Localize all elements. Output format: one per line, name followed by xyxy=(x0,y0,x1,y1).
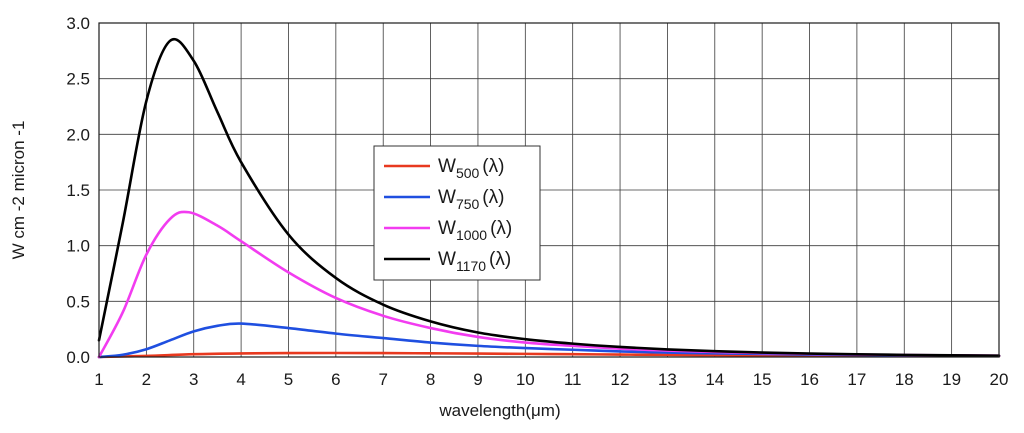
x-tick-label: 5 xyxy=(284,370,293,389)
y-tick-label: 3.0 xyxy=(66,14,90,33)
legend-box xyxy=(373,145,541,281)
x-tick-label: 14 xyxy=(705,370,724,389)
series-lines xyxy=(97,37,1001,359)
x-tick-label: 12 xyxy=(611,370,630,389)
y-tick-label: 2.0 xyxy=(66,125,90,144)
series-line-1000 xyxy=(97,210,1001,359)
y-tick-label: 0.0 xyxy=(66,348,90,367)
plot-frame xyxy=(98,22,1000,358)
x-tick-label: 1 xyxy=(94,370,103,389)
legend-label-1000: W1000 (λ) xyxy=(438,218,512,243)
legend-label-750: W750 (λ) xyxy=(438,187,504,212)
legend-label-500: W500 (λ) xyxy=(438,156,504,181)
x-tick-label: 8 xyxy=(426,370,435,389)
series-line-750 xyxy=(97,322,1001,359)
x-tick-label: 3 xyxy=(189,370,198,389)
x-tick-labels: 1 2 3 4 5 6 7 8 9 10 11 12 13 14 15 16 17 18 19 20 xyxy=(94,370,1008,389)
grid xyxy=(98,22,1000,358)
x-tick-label: 16 xyxy=(800,370,819,389)
x-tick-label: 15 xyxy=(753,370,772,389)
x-tick-label: 10 xyxy=(516,370,535,389)
x-tick-label: 2 xyxy=(142,370,151,389)
x-tick-label: 18 xyxy=(895,370,914,389)
y-tick-labels: 0.0 0.5 1.0 1.5 2.0 2.5 3.0 xyxy=(66,14,90,367)
y-tick-label: 0.5 xyxy=(66,292,90,311)
series-line-1170 xyxy=(97,37,1001,357)
y-axis-label: W cm -2 micron -1 xyxy=(9,121,28,260)
x-tick-label: 20 xyxy=(990,370,1009,389)
x-tick-label: 7 xyxy=(378,370,387,389)
x-tick-label: 13 xyxy=(658,370,677,389)
x-tick-label: 6 xyxy=(331,370,340,389)
legend-label-1170: W1170 (λ) xyxy=(438,249,511,274)
legend: W500 (λ) W750 (λ) W1000 (λ) W1170 (λ) xyxy=(373,145,541,281)
plot-border xyxy=(98,22,1000,358)
x-tick-label: 9 xyxy=(473,370,482,389)
x-tick-label: 11 xyxy=(564,370,582,389)
y-tick-label: 1.5 xyxy=(66,181,90,200)
x-tick-label: 17 xyxy=(847,370,866,389)
y-tick-label: 1.0 xyxy=(66,237,90,256)
x-axis-label: wavelength(μm) xyxy=(438,401,560,420)
y-tick-label: 2.5 xyxy=(66,70,90,89)
x-tick-label: 19 xyxy=(942,370,961,389)
x-tick-label: 4 xyxy=(236,370,245,389)
